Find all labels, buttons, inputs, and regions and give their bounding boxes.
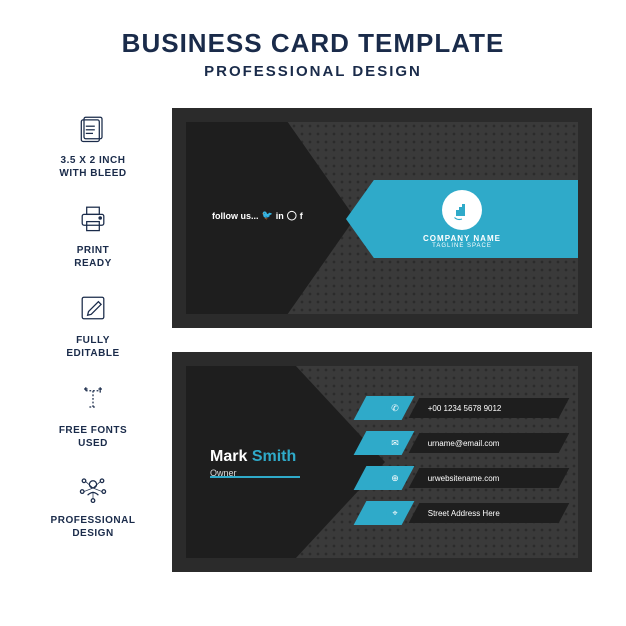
- card-back: Mark Smith Owner ✆ +00 1234 5678 9012 ✉ …: [172, 352, 592, 572]
- cards-preview: follow us... 🐦 in ◯ f COMPANY NAME TAGLI…: [158, 108, 598, 572]
- company-logo: [442, 190, 482, 230]
- last-name: Smith: [252, 448, 296, 465]
- contact-row: ⌖ Street Address Here: [380, 501, 564, 525]
- edit-icon: [73, 288, 113, 328]
- feature-edit: FULLY EDITABLE: [28, 288, 158, 360]
- feature-fonts: FREE FONTS USED: [28, 378, 158, 450]
- follow-text: follow us...: [212, 211, 259, 221]
- contact-strip: urname@email.com: [409, 433, 570, 453]
- main-title: BUSINESS CARD TEMPLATE: [0, 28, 626, 59]
- header: BUSINESS CARD TEMPLATE PROFESSIONAL DESI…: [0, 0, 626, 88]
- instagram-icon: ◯: [287, 210, 297, 221]
- tagline: TAGLINE SPACE: [432, 243, 492, 249]
- front-banner: COMPANY NAME TAGLINE SPACE: [346, 180, 578, 258]
- contact-strip: +00 1234 5678 9012: [409, 398, 570, 418]
- feature-label: 3.5 X 2 INCH WITH BLEED: [59, 154, 126, 180]
- name-block: Mark Smith Owner: [210, 448, 296, 478]
- contact-row: ⊕ urwebsitename.com: [380, 466, 564, 490]
- location-icon: ⌖: [386, 504, 404, 522]
- card-front: follow us... 🐦 in ◯ f COMPANY NAME TAGLI…: [172, 108, 592, 328]
- feature-label: PRINT READY: [74, 244, 112, 270]
- contact-value: Street Address Here: [414, 509, 500, 518]
- contacts-list: ✆ +00 1234 5678 9012 ✉ urname@email.com …: [380, 396, 564, 525]
- facebook-icon: f: [300, 211, 303, 221]
- feature-print: PRINT READY: [28, 198, 158, 270]
- features-sidebar: 3.5 X 2 INCH WITH BLEED PRINT READY FULL…: [28, 108, 158, 572]
- main-layout: 3.5 X 2 INCH WITH BLEED PRINT READY FULL…: [0, 88, 626, 572]
- feature-label: FREE FONTS USED: [59, 424, 127, 450]
- contact-strip: urwebsitename.com: [409, 468, 570, 488]
- phone-icon: ✆: [386, 399, 404, 417]
- contact-value: urname@email.com: [414, 439, 500, 448]
- feature-label: FULLY EDITABLE: [66, 334, 119, 360]
- twitter-icon: 🐦: [262, 210, 273, 221]
- email-icon: ✉: [386, 434, 404, 452]
- feature-professional: PROFESSIONAL DESIGN: [28, 468, 158, 540]
- contact-strip: Street Address Here: [409, 503, 570, 523]
- subtitle: PROFESSIONAL DESIGN: [0, 63, 626, 80]
- contact-value: urwebsitename.com: [414, 474, 500, 483]
- person-name: Mark Smith: [210, 448, 296, 466]
- team-icon: [73, 468, 113, 508]
- web-icon: ⊕: [386, 469, 404, 487]
- company-name: COMPANY NAME: [423, 234, 501, 243]
- first-name: Mark: [210, 448, 247, 465]
- follow-us: follow us... 🐦 in ◯ f: [212, 210, 303, 221]
- fonts-icon: [73, 378, 113, 418]
- linkedin-icon: in: [276, 211, 284, 221]
- name-divider: [210, 476, 300, 478]
- contact-row: ✆ +00 1234 5678 9012: [380, 396, 564, 420]
- layers-icon: [73, 108, 113, 148]
- printer-icon: [73, 198, 113, 238]
- contact-value: +00 1234 5678 9012: [414, 404, 502, 413]
- feature-size: 3.5 X 2 INCH WITH BLEED: [28, 108, 158, 180]
- contact-row: ✉ urname@email.com: [380, 431, 564, 455]
- feature-label: PROFESSIONAL DESIGN: [51, 514, 136, 540]
